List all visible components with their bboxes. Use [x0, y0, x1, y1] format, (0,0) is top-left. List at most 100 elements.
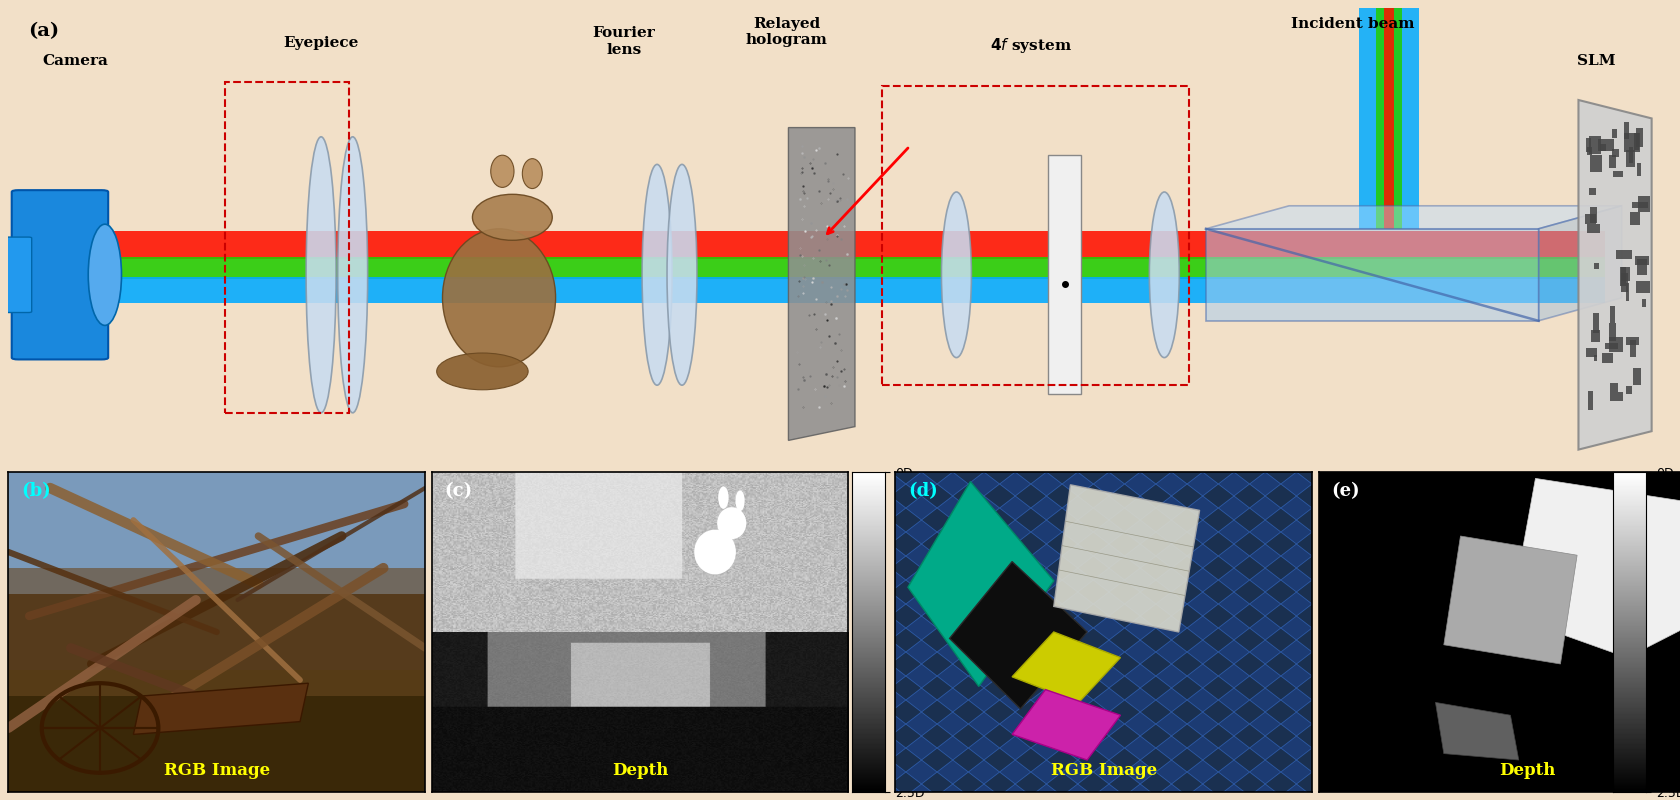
Polygon shape [1250, 520, 1280, 544]
Text: Incident beam: Incident beam [1290, 18, 1415, 31]
Ellipse shape [667, 164, 697, 385]
Polygon shape [968, 712, 1000, 736]
Polygon shape [1062, 448, 1094, 472]
Polygon shape [1124, 736, 1156, 760]
Polygon shape [937, 592, 968, 616]
Bar [1638, 162, 1641, 176]
Polygon shape [1156, 448, 1188, 472]
Ellipse shape [491, 155, 514, 187]
Polygon shape [906, 448, 937, 472]
Bar [1623, 122, 1630, 138]
Polygon shape [937, 760, 968, 784]
Polygon shape [937, 616, 968, 640]
Polygon shape [875, 760, 906, 784]
Polygon shape [875, 544, 906, 568]
Polygon shape [1280, 760, 1312, 784]
Polygon shape [968, 544, 1000, 568]
Bar [1588, 390, 1593, 410]
Text: SLM: SLM [1578, 54, 1616, 68]
Polygon shape [1032, 568, 1062, 592]
Polygon shape [1124, 496, 1156, 520]
Polygon shape [1206, 229, 1539, 321]
Polygon shape [1218, 568, 1250, 592]
Polygon shape [937, 448, 968, 472]
Polygon shape [1032, 472, 1062, 496]
Polygon shape [875, 592, 906, 616]
Polygon shape [937, 640, 968, 664]
Polygon shape [875, 688, 906, 712]
Polygon shape [1280, 616, 1312, 640]
Polygon shape [1062, 712, 1094, 736]
Ellipse shape [1149, 192, 1179, 358]
Polygon shape [1000, 616, 1032, 640]
Ellipse shape [642, 164, 672, 385]
Polygon shape [1188, 592, 1218, 616]
Bar [1048, 155, 1082, 394]
Polygon shape [1000, 736, 1032, 760]
Bar [1613, 171, 1623, 177]
Bar [1626, 338, 1640, 345]
Bar [1633, 133, 1638, 150]
Polygon shape [1000, 760, 1032, 784]
Polygon shape [1188, 544, 1218, 568]
Ellipse shape [522, 158, 543, 189]
Bar [1618, 393, 1623, 401]
Polygon shape [1250, 568, 1280, 592]
Text: (d): (d) [907, 482, 937, 499]
Polygon shape [1032, 496, 1062, 520]
Ellipse shape [472, 194, 553, 240]
Polygon shape [1011, 632, 1121, 702]
Polygon shape [1250, 544, 1280, 568]
Polygon shape [1000, 784, 1032, 800]
Polygon shape [1188, 472, 1218, 496]
Polygon shape [1032, 784, 1062, 800]
Polygon shape [1312, 616, 1344, 640]
Polygon shape [1156, 544, 1188, 568]
Bar [1594, 355, 1598, 361]
Polygon shape [1188, 520, 1218, 544]
Polygon shape [1032, 640, 1062, 664]
Polygon shape [875, 736, 906, 760]
Ellipse shape [338, 137, 368, 413]
Polygon shape [1156, 616, 1188, 640]
Bar [1621, 273, 1628, 292]
Polygon shape [1218, 688, 1250, 712]
Polygon shape [1124, 448, 1156, 472]
Polygon shape [133, 683, 309, 734]
Bar [1616, 250, 1631, 258]
Bar [225, 82, 349, 413]
Polygon shape [1000, 448, 1032, 472]
Polygon shape [906, 664, 937, 688]
Polygon shape [1000, 472, 1032, 496]
Polygon shape [1280, 592, 1312, 616]
Polygon shape [1011, 690, 1121, 760]
Polygon shape [1218, 472, 1250, 496]
Polygon shape [1280, 688, 1312, 712]
Polygon shape [1188, 712, 1218, 736]
Polygon shape [875, 448, 906, 472]
Ellipse shape [719, 486, 729, 509]
Polygon shape [1094, 712, 1124, 736]
Bar [1589, 188, 1596, 195]
Bar [1589, 207, 1598, 223]
Polygon shape [1250, 592, 1280, 616]
Bar [8, 472, 425, 594]
Polygon shape [1124, 784, 1156, 800]
Polygon shape [906, 784, 937, 800]
Bar [882, 86, 1189, 385]
Text: Camera: Camera [42, 54, 108, 68]
Polygon shape [1250, 496, 1280, 520]
Polygon shape [1053, 485, 1200, 632]
Polygon shape [1250, 784, 1280, 800]
Bar [1588, 225, 1599, 233]
Polygon shape [875, 640, 906, 664]
Bar [67, 258, 1604, 279]
Polygon shape [1156, 640, 1188, 664]
Bar [1631, 340, 1636, 358]
Polygon shape [1250, 712, 1280, 736]
Polygon shape [1312, 784, 1344, 800]
Polygon shape [1000, 568, 1032, 592]
Polygon shape [788, 127, 855, 440]
Polygon shape [1062, 472, 1094, 496]
Polygon shape [906, 544, 937, 568]
